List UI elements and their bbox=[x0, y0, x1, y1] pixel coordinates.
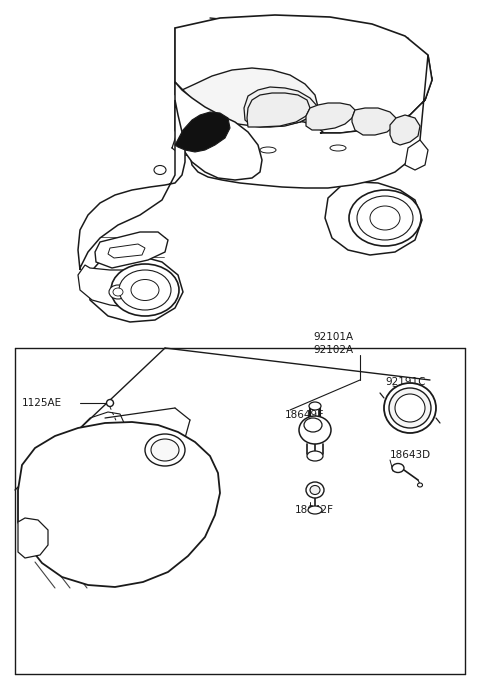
Ellipse shape bbox=[384, 383, 436, 433]
Polygon shape bbox=[306, 103, 355, 130]
Text: 92191C: 92191C bbox=[385, 377, 425, 387]
Ellipse shape bbox=[310, 485, 320, 495]
Polygon shape bbox=[175, 112, 230, 152]
Text: 18642F: 18642F bbox=[295, 505, 334, 515]
Polygon shape bbox=[18, 518, 48, 558]
Ellipse shape bbox=[151, 439, 179, 461]
Polygon shape bbox=[244, 87, 318, 127]
Ellipse shape bbox=[370, 206, 400, 230]
Ellipse shape bbox=[306, 482, 324, 498]
Polygon shape bbox=[95, 232, 168, 268]
Ellipse shape bbox=[304, 418, 322, 432]
Text: 1125AE: 1125AE bbox=[22, 398, 62, 408]
Ellipse shape bbox=[145, 434, 185, 466]
Polygon shape bbox=[405, 140, 428, 170]
Ellipse shape bbox=[109, 285, 127, 299]
Ellipse shape bbox=[131, 279, 159, 301]
Polygon shape bbox=[247, 93, 310, 127]
Ellipse shape bbox=[307, 451, 323, 461]
Text: 18649E: 18649E bbox=[285, 410, 324, 420]
Ellipse shape bbox=[299, 416, 331, 444]
Text: KIA: KIA bbox=[122, 249, 132, 254]
Ellipse shape bbox=[389, 388, 431, 428]
Ellipse shape bbox=[119, 270, 171, 310]
Polygon shape bbox=[78, 100, 185, 270]
Text: 18643D: 18643D bbox=[390, 450, 431, 460]
Polygon shape bbox=[18, 422, 220, 587]
Polygon shape bbox=[175, 68, 318, 127]
Ellipse shape bbox=[107, 400, 113, 406]
Polygon shape bbox=[352, 108, 396, 135]
Polygon shape bbox=[175, 15, 432, 133]
Ellipse shape bbox=[260, 147, 276, 153]
Ellipse shape bbox=[357, 196, 413, 240]
Ellipse shape bbox=[392, 464, 404, 473]
Polygon shape bbox=[108, 244, 145, 258]
Ellipse shape bbox=[308, 506, 322, 514]
Text: 92101A: 92101A bbox=[313, 332, 353, 342]
Ellipse shape bbox=[309, 402, 321, 410]
Polygon shape bbox=[190, 55, 432, 188]
Ellipse shape bbox=[418, 483, 422, 487]
Text: 92102A: 92102A bbox=[313, 345, 353, 355]
Polygon shape bbox=[390, 115, 420, 145]
Ellipse shape bbox=[349, 190, 421, 246]
Ellipse shape bbox=[154, 166, 166, 174]
Polygon shape bbox=[175, 82, 262, 180]
Ellipse shape bbox=[113, 288, 123, 296]
Ellipse shape bbox=[111, 264, 179, 316]
Polygon shape bbox=[78, 265, 178, 308]
Ellipse shape bbox=[330, 145, 346, 151]
Ellipse shape bbox=[395, 394, 425, 422]
